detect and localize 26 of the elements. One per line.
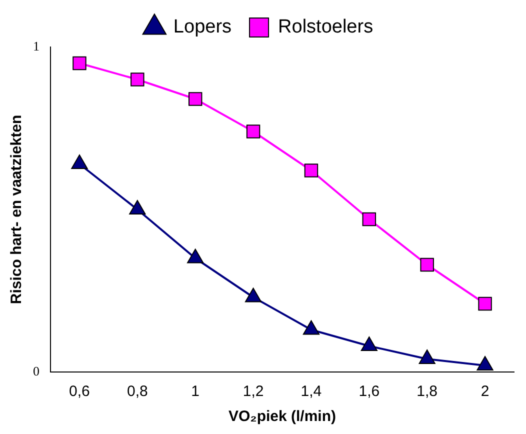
point <box>130 72 144 86</box>
x-tick-label: 1,2 <box>242 383 264 400</box>
point <box>187 248 204 264</box>
y-axis-title: Risico hart- en vaatziekten <box>8 114 26 304</box>
point <box>302 320 320 335</box>
point <box>72 56 86 70</box>
x-tick-label: 2 <box>480 383 490 400</box>
point <box>188 92 202 106</box>
point <box>304 164 318 178</box>
x-axis-title: VO₂piek (l/min) <box>228 408 336 426</box>
x-tick-label: 1,4 <box>300 383 322 400</box>
x-tick-label: 1,6 <box>358 383 380 400</box>
point <box>129 200 146 214</box>
x-tick-label: 0,6 <box>69 383 90 400</box>
x-tick-label: 1,8 <box>416 383 438 400</box>
point <box>244 288 262 302</box>
x-tick-label: 0,8 <box>126 383 148 400</box>
point <box>362 212 376 226</box>
point <box>246 124 260 138</box>
point <box>360 336 378 351</box>
legend-label: Lopers <box>173 16 232 38</box>
x-tick-label: 1 <box>191 383 200 400</box>
point <box>476 356 494 370</box>
point <box>418 350 436 364</box>
y-tick-label: 0 <box>33 363 40 378</box>
legend-label: Rolstoelers <box>278 16 374 38</box>
